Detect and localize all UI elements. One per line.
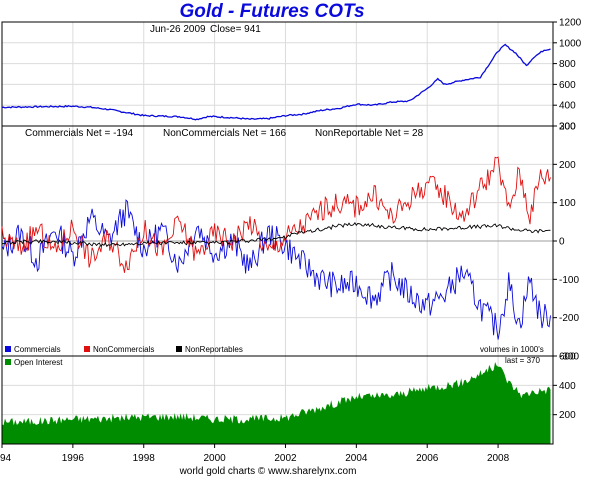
legend-swatch-noncommercials — [84, 346, 90, 352]
price-close-label: Close= 941 — [210, 24, 261, 35]
y-tick-label: 0 — [559, 237, 565, 248]
open-interest-panel: Open Interest last = 370 200 400 600 94 199… — [0, 352, 576, 465]
last-value-label: last = 370 — [505, 356, 540, 365]
legend-nonreportables: NonReportables — [185, 345, 243, 354]
commercials-line — [1, 199, 551, 340]
y-tick-label: 200 — [559, 160, 576, 171]
nonreportables-line — [1, 221, 551, 248]
footer-credit: world gold charts © www.sharelynx.com — [179, 466, 357, 477]
price-panel: Jun-26 2009 Close= 941 200 400 600 800 1000 1… — [1, 18, 582, 133]
x-tick-label: 2006 — [416, 453, 439, 464]
price-line — [1, 43, 551, 121]
y-tick-label: 1000 — [559, 38, 582, 49]
y-tick-label: -200 — [559, 313, 579, 324]
y-tick-label: 600 — [559, 352, 576, 363]
x-tick-label: 2008 — [487, 453, 510, 464]
nonreportable-net-label: NonReportable Net = 28 — [315, 128, 424, 139]
x-tick-label: 2004 — [345, 453, 368, 464]
noncommercials-net-label: NonCommercials Net = 166 — [163, 128, 287, 139]
chart-title: Gold - Futures COTs — [179, 1, 364, 22]
y-tick-label: 800 — [559, 59, 576, 70]
y-tick-label: 400 — [559, 101, 576, 112]
legend-swatch-commercials — [5, 346, 11, 352]
legend: Commercials NonCommercials NonReportable… — [5, 345, 544, 354]
y-tick-label: -100 — [559, 275, 579, 286]
units-label: volumes in 1000's — [480, 345, 544, 354]
legend-swatch-open-interest — [5, 359, 11, 365]
y-tick-label: 200 — [559, 122, 576, 133]
commercials-net-label: Commercials Net = -194 — [25, 128, 134, 139]
x-tick-label: 2000 — [203, 453, 226, 464]
legend-swatch-nonreportables — [176, 346, 182, 352]
open-interest-area — [2, 362, 551, 444]
legend-open-interest: Open Interest — [14, 358, 63, 367]
net-positions-panel: Commercials Net = -194 NonCommercials Ne… — [1, 122, 579, 363]
price-date-label: Jun-26 2009 — [150, 24, 206, 35]
x-tick-label: 1996 — [62, 453, 85, 464]
y-tick-label: 600 — [559, 80, 576, 91]
x-tick-label: 94 — [0, 453, 12, 464]
noncommercials-line — [1, 156, 551, 273]
y-tick-label: 1200 — [559, 18, 582, 29]
legend-noncommercials: NonCommercials — [93, 345, 154, 354]
y-tick-label: 100 — [559, 198, 576, 209]
y-tick-label: 300 — [559, 122, 576, 133]
y-tick-label: 200 — [559, 410, 576, 421]
y-tick-label: 400 — [559, 381, 576, 392]
x-tick-label: 1998 — [133, 453, 156, 464]
x-tick-label: 2002 — [274, 453, 297, 464]
legend-commercials: Commercials — [14, 345, 61, 354]
y-tick-label: -300 — [559, 352, 579, 363]
